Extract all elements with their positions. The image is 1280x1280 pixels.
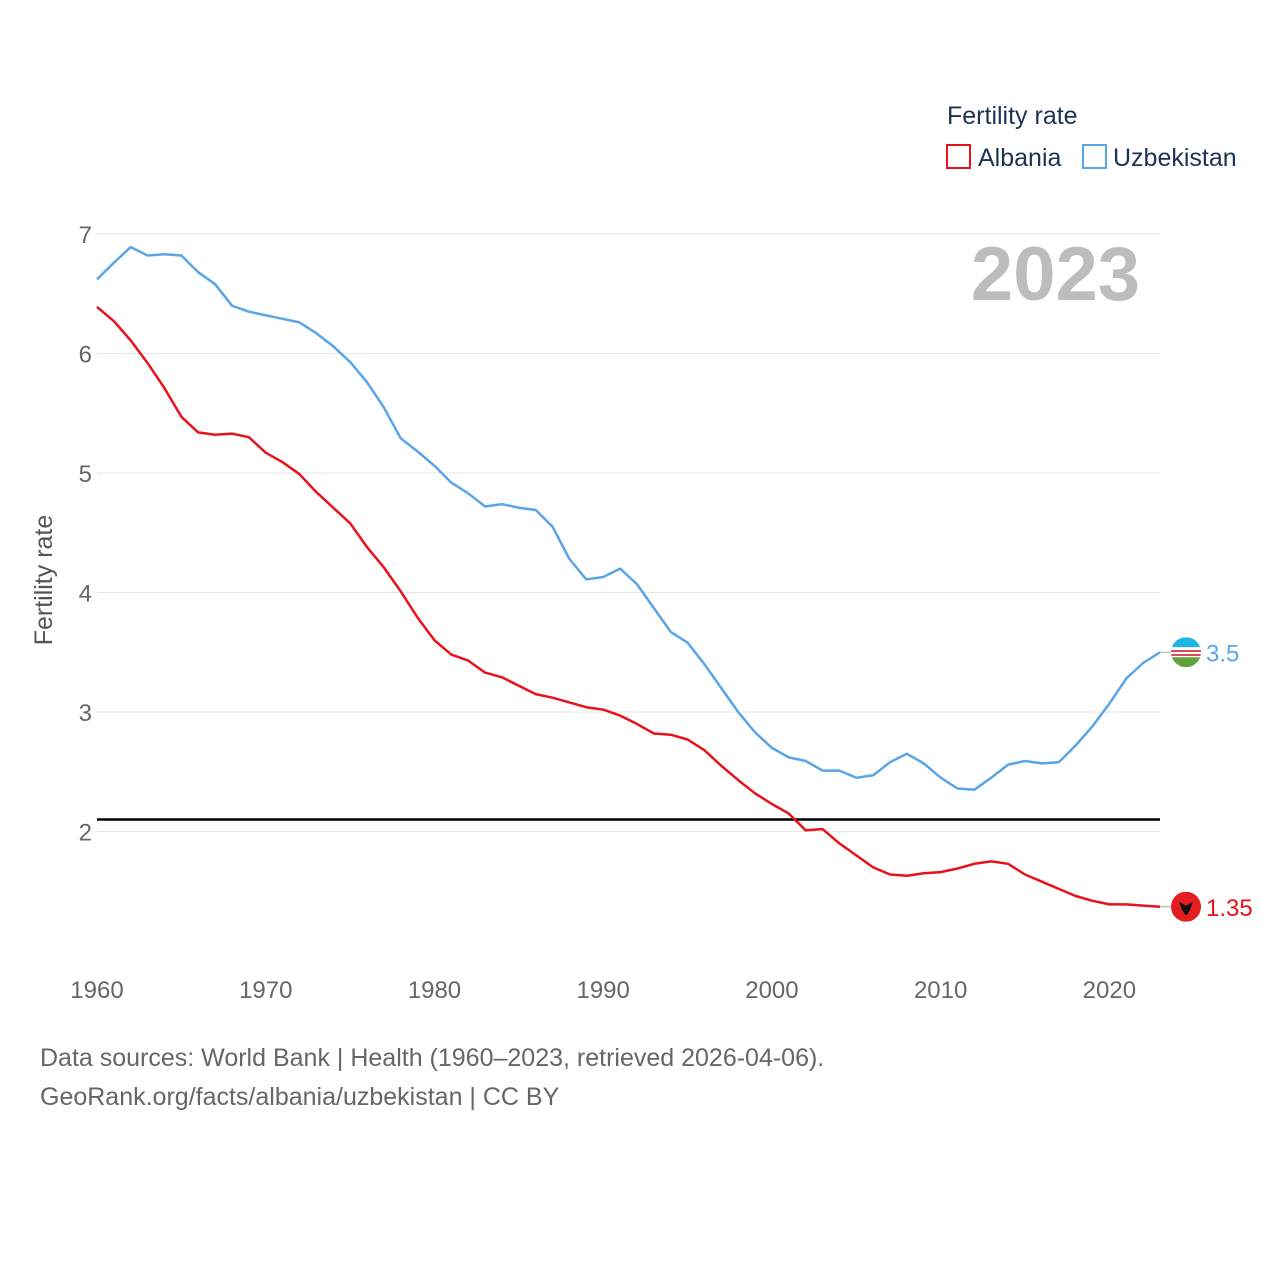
x-tick-2020: 2020 <box>1083 977 1136 1004</box>
y-tick-4: 4 <box>79 581 92 608</box>
end-value-albania: 1.35 <box>1206 895 1253 922</box>
x-tick-2000: 2000 <box>745 977 798 1004</box>
footer-source: Data sources: World Bank | Health (1960–… <box>40 1044 825 1072</box>
legend-label-uzbekistan: Uzbekistan <box>1113 144 1237 172</box>
x-tick-1970: 1970 <box>239 977 292 1004</box>
end-markers: 1.35 3.5 <box>1160 637 1253 922</box>
y-axis-ticks: 2 3 4 5 6 7 <box>79 222 92 847</box>
y-tick-5: 5 <box>79 461 92 488</box>
legend-item-uzbekistan[interactable]: Uzbekistan <box>1082 144 1237 172</box>
x-tick-2010: 2010 <box>914 977 967 1004</box>
legend-swatch-uzbekistan <box>1082 144 1107 169</box>
y-tick-7: 7 <box>79 222 92 249</box>
y-axis-label: Fertility rate <box>30 515 58 646</box>
flag-uzbekistan <box>1171 637 1201 668</box>
gridlines <box>97 233 1160 832</box>
legend-item-albania[interactable]: Albania <box>946 144 1061 172</box>
x-tick-1960: 1960 <box>70 977 123 1004</box>
y-tick-6: 6 <box>79 342 92 369</box>
legend-swatch-albania <box>946 144 971 169</box>
flag-albania <box>1171 891 1201 922</box>
footer-link[interactable]: GeoRank.org/facts/albania/uzbekistan | C… <box>40 1083 560 1111</box>
legend-label-albania: Albania <box>978 144 1061 172</box>
y-tick-2: 2 <box>79 820 92 847</box>
legend-title: Fertility rate <box>947 102 1078 130</box>
x-axis-ticks: 1960 1970 1980 1990 2000 2010 2020 <box>70 977 1136 1004</box>
series-line-albania <box>96 305 1161 909</box>
end-value-uzbekistan: 3.5 <box>1206 640 1239 667</box>
y-tick-3: 3 <box>79 700 92 727</box>
x-tick-1980: 1980 <box>408 977 461 1004</box>
series-line-uzbekistan <box>96 245 1161 791</box>
current-year-label: 2023 <box>971 232 1140 317</box>
series-lines <box>96 245 1161 909</box>
x-tick-1990: 1990 <box>576 977 629 1004</box>
